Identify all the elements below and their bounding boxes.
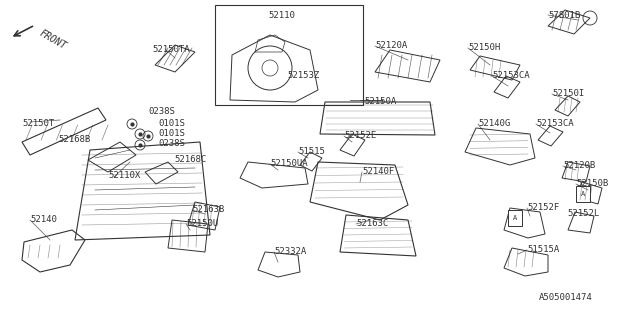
Text: 52163B: 52163B — [192, 205, 224, 214]
Text: 52140G: 52140G — [478, 119, 510, 129]
Text: 52152L: 52152L — [567, 210, 599, 219]
Text: 52153CA: 52153CA — [536, 119, 573, 129]
Text: 52150H: 52150H — [468, 44, 500, 52]
Text: 52140F: 52140F — [362, 167, 394, 177]
Text: 52163C: 52163C — [356, 220, 388, 228]
Text: 52168B: 52168B — [58, 135, 90, 145]
Text: 52150I: 52150I — [552, 90, 584, 99]
Text: 52153Z: 52153Z — [287, 71, 319, 81]
Text: 51515A: 51515A — [527, 245, 559, 254]
Text: 52120A: 52120A — [375, 42, 407, 51]
Text: 52152E: 52152E — [344, 132, 376, 140]
Text: FRONT: FRONT — [38, 28, 68, 52]
Text: 52110X: 52110X — [108, 172, 140, 180]
Text: 52152F: 52152F — [527, 204, 559, 212]
Text: 0101S: 0101S — [158, 130, 185, 139]
Text: 52120B: 52120B — [563, 162, 595, 171]
Text: 0238S: 0238S — [148, 108, 175, 116]
Text: 52110: 52110 — [268, 11, 295, 20]
Text: 52150A: 52150A — [364, 98, 396, 107]
Text: A: A — [581, 191, 585, 197]
Bar — [508, 210, 522, 226]
Text: 0238S: 0238S — [158, 140, 185, 148]
Text: 0101S: 0101S — [158, 119, 185, 129]
Bar — [215, 5, 363, 105]
Text: 52150U: 52150U — [186, 220, 218, 228]
Text: 52150T: 52150T — [22, 119, 54, 129]
Text: 52150TA: 52150TA — [152, 44, 189, 53]
Bar — [576, 186, 590, 202]
Text: 52150UA: 52150UA — [270, 159, 308, 169]
Text: 52140: 52140 — [30, 215, 57, 225]
Text: 52332A: 52332A — [274, 247, 307, 257]
Text: 52150B: 52150B — [576, 180, 608, 188]
Text: 52168C: 52168C — [174, 156, 206, 164]
Text: 51515: 51515 — [298, 148, 325, 156]
Text: A: A — [513, 215, 517, 221]
Text: 52153CA: 52153CA — [492, 71, 530, 81]
Text: 57801B: 57801B — [548, 11, 580, 20]
Text: A505001474: A505001474 — [539, 293, 593, 302]
